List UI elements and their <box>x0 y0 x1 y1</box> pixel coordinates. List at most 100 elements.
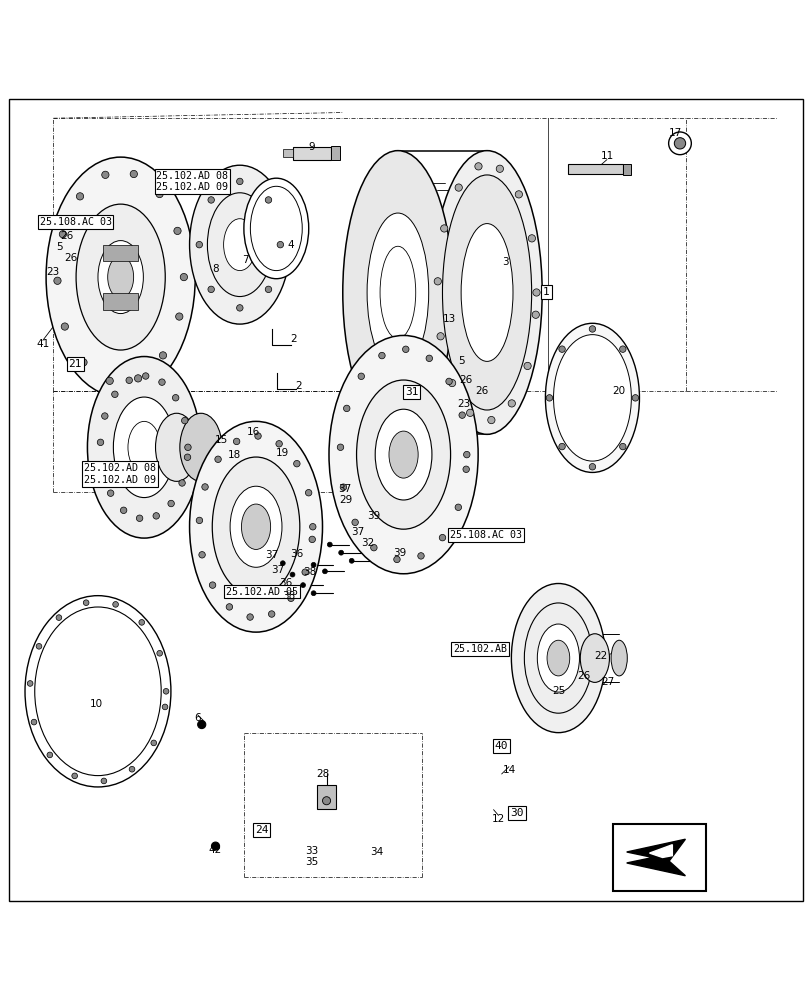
Circle shape <box>79 359 87 366</box>
Ellipse shape <box>114 397 174 498</box>
Circle shape <box>135 375 142 382</box>
Circle shape <box>168 500 174 507</box>
Circle shape <box>195 241 202 248</box>
Circle shape <box>434 278 441 285</box>
Circle shape <box>454 184 461 191</box>
Ellipse shape <box>511 583 605 733</box>
Text: 33: 33 <box>305 846 318 856</box>
Text: 31: 31 <box>405 387 418 397</box>
Circle shape <box>208 286 214 293</box>
Text: 1: 1 <box>543 287 549 297</box>
Circle shape <box>184 444 191 451</box>
Text: 3: 3 <box>502 257 508 267</box>
Text: 25.102.AB: 25.102.AB <box>453 644 506 654</box>
Circle shape <box>337 444 343 450</box>
Circle shape <box>28 681 33 686</box>
Circle shape <box>196 517 203 524</box>
Text: 20: 20 <box>611 386 624 396</box>
Text: 27: 27 <box>600 677 614 687</box>
Circle shape <box>178 480 185 486</box>
Circle shape <box>101 171 109 178</box>
Circle shape <box>378 352 384 359</box>
Circle shape <box>113 602 118 607</box>
Circle shape <box>276 441 282 447</box>
Circle shape <box>290 572 294 577</box>
Circle shape <box>151 740 157 746</box>
Ellipse shape <box>76 204 165 350</box>
Text: 26: 26 <box>61 231 74 241</box>
Circle shape <box>454 504 461 511</box>
Text: 12: 12 <box>491 814 504 824</box>
Circle shape <box>197 720 205 729</box>
Circle shape <box>211 842 219 850</box>
Circle shape <box>120 507 127 514</box>
Text: 2: 2 <box>294 381 301 391</box>
Ellipse shape <box>553 335 631 461</box>
Bar <box>282 149 292 157</box>
Circle shape <box>558 443 564 450</box>
Circle shape <box>152 513 159 519</box>
Ellipse shape <box>580 634 609 682</box>
Circle shape <box>619 443 625 450</box>
Circle shape <box>496 165 503 172</box>
Circle shape <box>36 643 42 649</box>
Ellipse shape <box>207 193 272 297</box>
Circle shape <box>402 346 409 353</box>
Text: 32: 32 <box>361 538 374 548</box>
Circle shape <box>209 582 216 588</box>
Text: 11: 11 <box>599 151 613 161</box>
Circle shape <box>180 273 187 281</box>
Circle shape <box>305 489 311 496</box>
Text: 26: 26 <box>459 375 472 385</box>
Circle shape <box>99 466 105 473</box>
Text: 34: 34 <box>370 847 383 857</box>
Circle shape <box>458 412 465 418</box>
Text: 24: 24 <box>255 825 268 835</box>
Circle shape <box>349 558 354 563</box>
Ellipse shape <box>98 241 144 314</box>
Circle shape <box>47 752 53 758</box>
Circle shape <box>163 688 169 694</box>
Circle shape <box>309 524 315 530</box>
Circle shape <box>487 416 495 424</box>
Circle shape <box>71 773 77 779</box>
Text: 38: 38 <box>303 567 315 577</box>
Circle shape <box>126 377 132 384</box>
Circle shape <box>546 395 552 401</box>
Ellipse shape <box>611 640 627 676</box>
Text: 25.102.AD 08
25.102.AD 09: 25.102.AD 08 25.102.AD 09 <box>157 171 228 192</box>
Text: 39: 39 <box>367 511 380 521</box>
Circle shape <box>159 352 166 359</box>
Circle shape <box>162 704 168 710</box>
Circle shape <box>474 163 482 170</box>
Ellipse shape <box>230 486 281 567</box>
Ellipse shape <box>367 213 428 372</box>
Circle shape <box>370 544 376 551</box>
Text: 10: 10 <box>90 699 103 709</box>
Circle shape <box>311 591 315 596</box>
Ellipse shape <box>25 596 170 787</box>
Circle shape <box>226 604 233 610</box>
Circle shape <box>175 313 182 320</box>
Text: 17: 17 <box>668 128 682 138</box>
Text: 42: 42 <box>208 845 222 855</box>
Circle shape <box>106 377 114 385</box>
Ellipse shape <box>189 421 322 632</box>
Text: 30: 30 <box>509 808 523 818</box>
Ellipse shape <box>431 151 542 434</box>
Circle shape <box>61 323 68 330</box>
Circle shape <box>265 286 272 293</box>
Circle shape <box>208 197 214 203</box>
Text: 25.108.AC 03: 25.108.AC 03 <box>40 217 111 227</box>
Ellipse shape <box>189 165 290 324</box>
Text: 4: 4 <box>287 240 294 250</box>
Text: 29: 29 <box>339 495 352 505</box>
Circle shape <box>287 595 294 602</box>
Circle shape <box>528 235 535 242</box>
Polygon shape <box>626 839 684 876</box>
Circle shape <box>107 490 114 496</box>
Circle shape <box>673 138 684 149</box>
Circle shape <box>157 650 162 656</box>
Circle shape <box>84 600 89 606</box>
Circle shape <box>302 569 308 575</box>
